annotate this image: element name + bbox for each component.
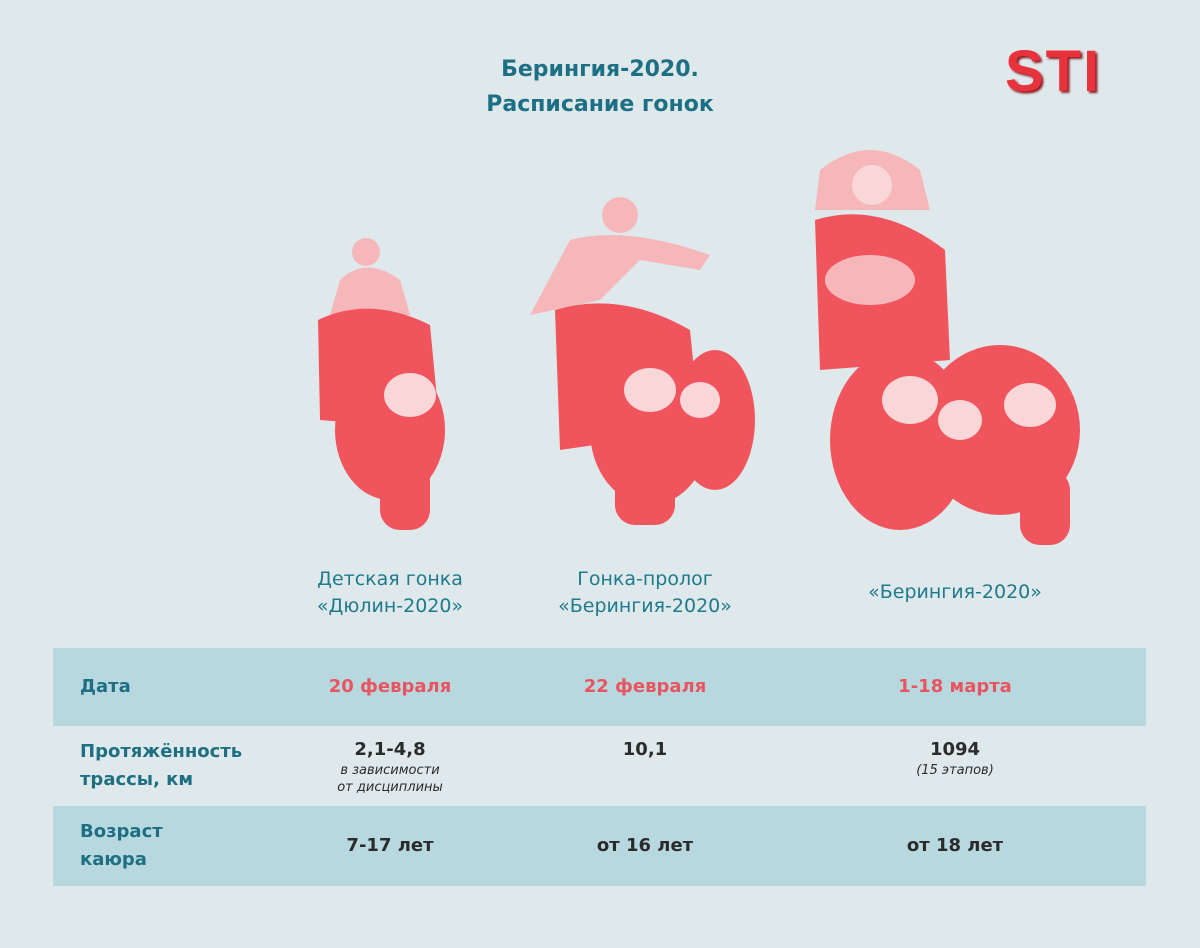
row-label-line: каюра [80, 849, 147, 870]
cell-main: 2,1-4,8 [354, 739, 426, 760]
cell-note: от дисциплины [337, 780, 443, 795]
row-label: Возраст каюра [80, 818, 163, 874]
row-label-line: трассы, км [80, 769, 194, 790]
cell: от 16 лет [596, 835, 694, 856]
row-label-line: Дата [80, 676, 131, 697]
illustrations [318, 150, 1080, 545]
race-name: «Берингия-2020» [815, 579, 1095, 606]
cell: 7-17 лет [346, 835, 434, 856]
cell-note: в зависимости [340, 763, 440, 778]
race-name-line: «Берингия-2020» [558, 595, 732, 617]
cell: 20 февраля [328, 676, 452, 697]
logo: STI [1005, 39, 1102, 104]
cell: от 18 лет [906, 835, 1004, 856]
race-name-line: Гонка-пролог [577, 568, 713, 590]
row-label: Протяжённость трассы, км [80, 738, 242, 794]
cell: 1-18 марта [898, 676, 1012, 697]
sled-team-large [815, 150, 1080, 545]
race-name-line: «Дюлин-2020» [316, 595, 464, 617]
cell: 10,1 [495, 738, 795, 762]
race-name: Гонка-пролог «Берингия-2020» [505, 566, 785, 620]
cell: 1094 (15 этапов) [805, 738, 1105, 779]
title-line: Расписание гонок [486, 92, 714, 117]
table-row-band [53, 806, 1146, 886]
race-name-line: «Берингия-2020» [868, 581, 1042, 603]
race-name-line: Детская гонка [317, 568, 463, 590]
cell-note: (15 этапов) [916, 763, 994, 778]
race-name: Детская гонка «Дюлин-2020» [250, 566, 530, 620]
row-label-line: Протяжённость [80, 741, 243, 762]
row-label: Дата [80, 673, 131, 701]
cell-main: 1094 [929, 739, 981, 760]
title-line: Берингия-2020. [501, 57, 699, 82]
sled-team-medium [530, 197, 755, 525]
title: Берингия-2020. Расписание гонок [300, 52, 900, 122]
sled-team-small [318, 238, 445, 530]
cell: 2,1-4,8 в зависимости от дисциплины [240, 738, 540, 796]
cell-main: 10,1 [622, 739, 668, 760]
table-row-band [53, 648, 1146, 726]
row-label-line: Возраст [80, 821, 163, 842]
cell: 22 февраля [583, 676, 707, 697]
